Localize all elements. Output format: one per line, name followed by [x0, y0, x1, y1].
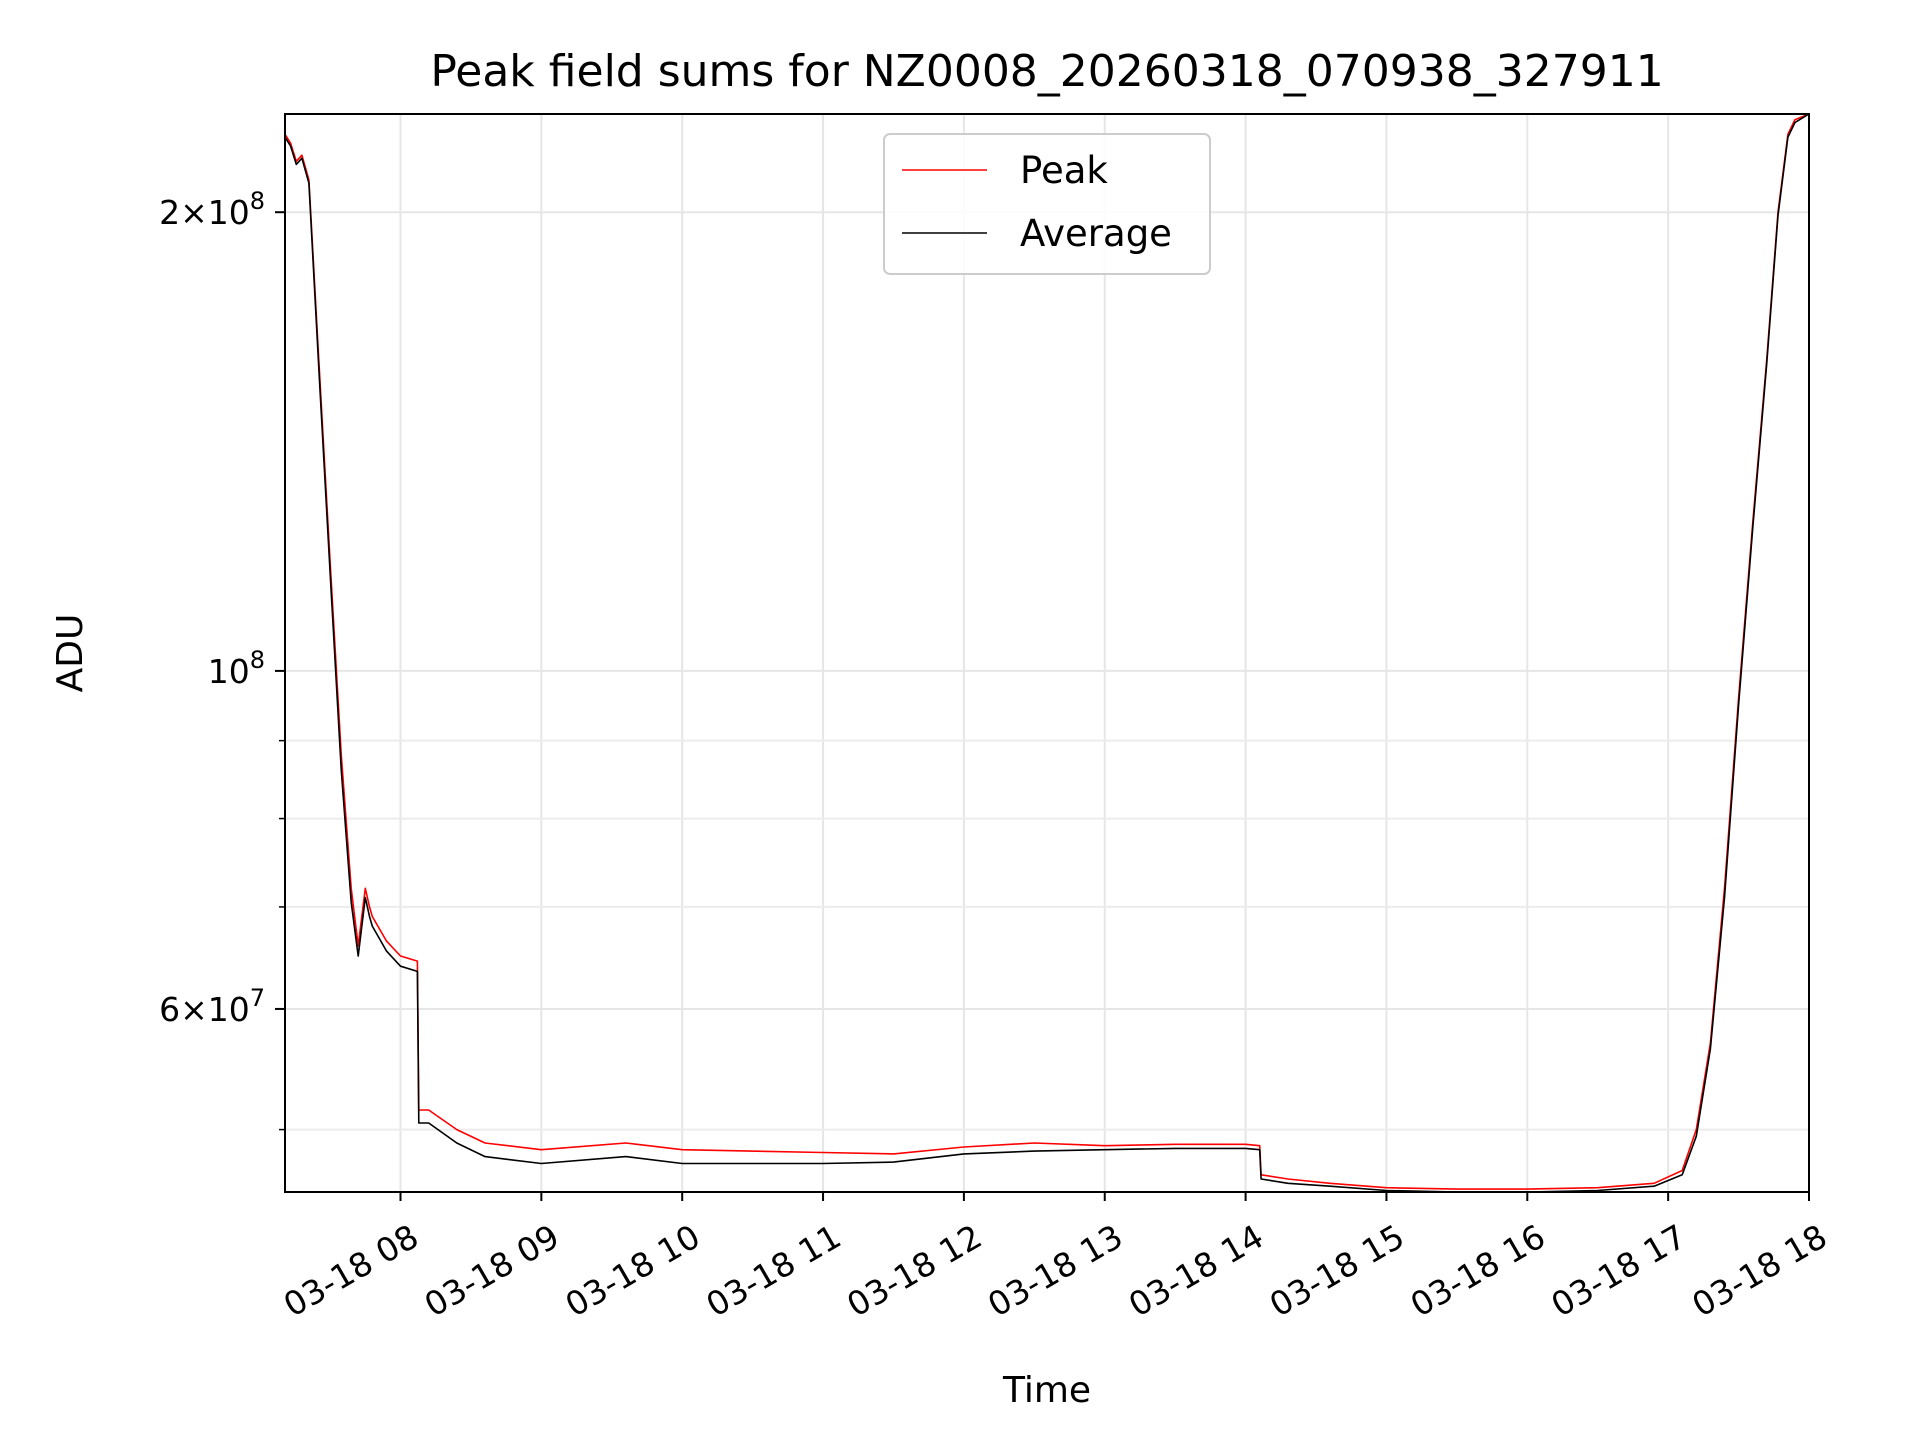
- series-line-average: [285, 114, 1809, 1192]
- x-tick-label: 03-18 08: [277, 1217, 425, 1325]
- x-axis-label: Time: [1002, 1370, 1091, 1411]
- legend-box: [883, 133, 1211, 275]
- x-tick-label: 03-18 09: [418, 1217, 566, 1325]
- y-axis-label: ADU: [50, 614, 91, 693]
- plot-frame: [284, 113, 1810, 1193]
- y-tick-label: 108: [208, 646, 265, 691]
- x-tick-label: 03-18 10: [559, 1217, 707, 1325]
- legend: Peak Average: [883, 133, 1211, 275]
- x-tick-label: 03-18 11: [699, 1217, 847, 1325]
- grid: [285, 114, 1810, 1192]
- series-layer: [285, 114, 1809, 1192]
- x-tick-label: 03-18 13: [981, 1217, 1129, 1325]
- x-tick-label: 03-18 14: [1122, 1217, 1270, 1325]
- x-tick-label: 03-18 18: [1685, 1217, 1833, 1325]
- legend-label-peak: Peak: [1020, 149, 1108, 192]
- legend-label-average: Average: [1020, 212, 1172, 255]
- chart-title: Peak field sums for NZ0008_20260318_0709…: [430, 46, 1663, 97]
- y-tick-label: 6×107: [159, 984, 265, 1029]
- series-line-peak: [285, 114, 1809, 1190]
- y-tick-label: 2×108: [159, 187, 265, 232]
- y-axis: 2×108 108 6×107: [159, 187, 285, 1131]
- x-tick-label: 03-18 16: [1404, 1217, 1552, 1325]
- x-tick-label: 03-18 17: [1545, 1217, 1693, 1325]
- x-tick-label: 03-18 12: [840, 1217, 988, 1325]
- x-tick-label: 03-18 15: [1263, 1217, 1411, 1325]
